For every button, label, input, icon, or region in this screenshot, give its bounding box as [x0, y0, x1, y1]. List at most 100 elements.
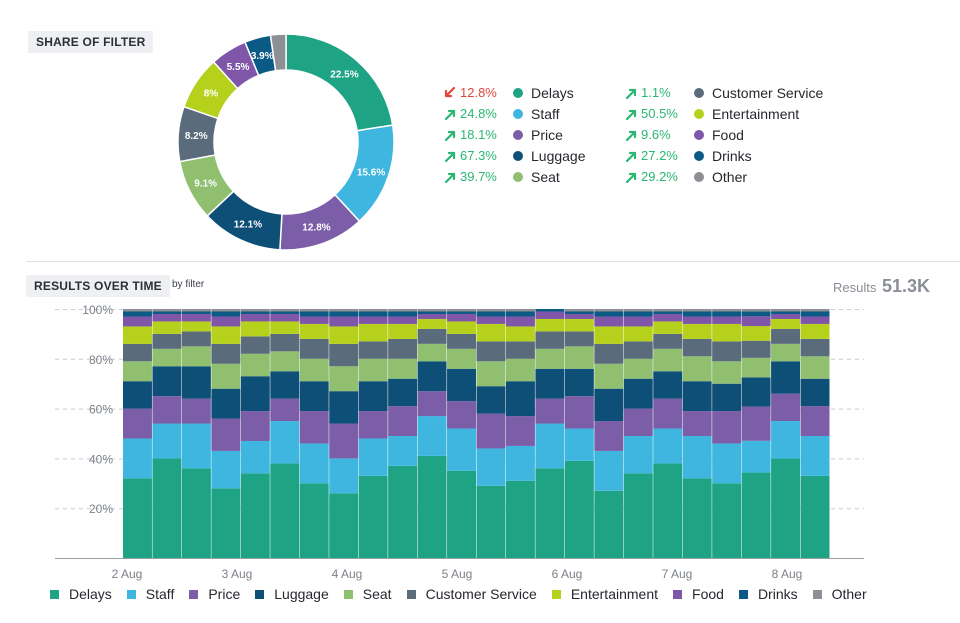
bar-segment-luggage[interactable] — [299, 381, 329, 412]
bar-segment-price[interactable] — [712, 411, 742, 444]
legend-item-luggage[interactable]: 67.3% Luggage — [443, 145, 586, 166]
bar-segment-staff[interactable] — [800, 435, 830, 476]
bar-segment-luggage[interactable] — [564, 368, 594, 397]
bar-segment-drinks[interactable] — [564, 311, 594, 314]
bar-segment-entertainment[interactable] — [682, 323, 712, 339]
bar-segment-price[interactable] — [123, 408, 152, 439]
bar-segment-other[interactable] — [358, 309, 388, 312]
bar-segment-food[interactable] — [623, 316, 653, 327]
bar-segment-delays[interactable] — [623, 473, 653, 558]
bar-segment-customer-service[interactable] — [388, 338, 418, 359]
bar-segment-seat[interactable] — [211, 363, 241, 389]
bar-segment-drinks[interactable] — [653, 311, 683, 314]
bar-segment-customer-service[interactable] — [594, 343, 624, 364]
bar-segment-drinks[interactable] — [181, 311, 211, 314]
bar-segment-food[interactable] — [476, 316, 506, 324]
bar-segment-entertainment[interactable] — [299, 323, 329, 339]
bar-segment-delays[interactable] — [741, 472, 771, 558]
bar-segment-price[interactable] — [417, 391, 447, 417]
bar-segment-other[interactable] — [594, 309, 624, 312]
bar-segment-drinks[interactable] — [771, 311, 801, 314]
bar-segment-delays[interactable] — [240, 473, 270, 558]
bar-segment-food[interactable] — [329, 316, 359, 327]
bar-segment-staff[interactable] — [240, 440, 270, 474]
bar-segment-customer-service[interactable] — [240, 336, 270, 354]
bar-segment-food[interactable] — [771, 313, 801, 319]
bar-segment-entertainment[interactable] — [329, 326, 359, 344]
bar-segment-food[interactable] — [682, 316, 712, 324]
bar-segment-delays[interactable] — [800, 475, 830, 558]
bar-segment-seat[interactable] — [152, 348, 182, 367]
bar-segment-other[interactable] — [771, 309, 801, 312]
bar-segment-price[interactable] — [682, 411, 712, 436]
bar-segment-luggage[interactable] — [358, 381, 388, 412]
bar-segment-seat[interactable] — [476, 361, 506, 387]
bar-segment-staff[interactable] — [771, 421, 801, 459]
bar-segment-delays[interactable] — [476, 485, 506, 558]
bar-segment-delays[interactable] — [564, 460, 594, 558]
bar-segment-drinks[interactable] — [417, 311, 447, 314]
legend-item-entertainment[interactable]: 50.5% Entertainment — [624, 103, 823, 124]
bar-segment-price[interactable] — [358, 411, 388, 439]
bar-segment-drinks[interactable] — [329, 311, 359, 317]
bar-segment-seat[interactable] — [623, 358, 653, 379]
bar-segment-price[interactable] — [594, 421, 624, 451]
bar-segment-food[interactable] — [800, 316, 830, 324]
bar-segment-price[interactable] — [564, 396, 594, 429]
bar-segment-delays[interactable] — [682, 478, 712, 558]
bar-segment-delays[interactable] — [447, 470, 476, 558]
bar-segment-price[interactable] — [388, 406, 418, 436]
bar-segment-drinks[interactable] — [388, 311, 418, 317]
bar-segment-drinks[interactable] — [712, 311, 742, 317]
bar-segment-price[interactable] — [771, 393, 801, 422]
bar-segment-food[interactable] — [535, 311, 565, 319]
bar-segment-luggage[interactable] — [535, 368, 565, 399]
bottom-legend-item-price[interactable]: Price — [189, 586, 240, 602]
bar-segment-staff[interactable] — [653, 428, 683, 464]
bar-segment-customer-service[interactable] — [358, 341, 388, 359]
bar-segment-customer-service[interactable] — [505, 341, 535, 359]
bar-segment-luggage[interactable] — [800, 378, 830, 407]
bar-segment-price[interactable] — [505, 416, 535, 446]
bar-segment-food[interactable] — [270, 313, 300, 322]
bar-segment-other[interactable] — [741, 309, 771, 312]
bar-segment-luggage[interactable] — [329, 391, 359, 424]
bar-segment-food[interactable] — [358, 316, 388, 324]
bar-segment-luggage[interactable] — [712, 383, 742, 412]
legend-item-drinks[interactable]: 27.2% Drinks — [624, 145, 823, 166]
bar-segment-luggage[interactable] — [152, 366, 182, 397]
bottom-legend-item-customer-service[interactable]: Customer Service — [406, 586, 537, 602]
bar-segment-other[interactable] — [505, 309, 535, 312]
bar-segment-price[interactable] — [476, 413, 506, 449]
bar-segment-other[interactable] — [800, 309, 830, 312]
bar-segment-other[interactable] — [712, 309, 742, 312]
legend-item-food[interactable]: 9.6% Food — [624, 124, 823, 145]
bar-segment-luggage[interactable] — [211, 388, 241, 419]
bar-segment-entertainment[interactable] — [476, 323, 506, 342]
bar-segment-staff[interactable] — [712, 443, 742, 484]
bar-segment-customer-service[interactable] — [653, 333, 683, 349]
bar-segment-food[interactable] — [712, 316, 742, 324]
bar-segment-delays[interactable] — [329, 493, 359, 558]
bar-segment-staff[interactable] — [270, 421, 300, 464]
bar-segment-seat[interactable] — [123, 361, 152, 382]
bottom-legend-item-staff[interactable]: Staff — [126, 586, 174, 602]
bar-segment-other[interactable] — [152, 309, 182, 312]
bar-segment-entertainment[interactable] — [741, 326, 771, 341]
bar-segment-price[interactable] — [800, 406, 830, 436]
bar-segment-seat[interactable] — [564, 346, 594, 369]
bar-segment-staff[interactable] — [447, 428, 476, 471]
bar-segment-seat[interactable] — [417, 343, 447, 362]
bar-segment-seat[interactable] — [682, 356, 712, 382]
bar-segment-other[interactable] — [682, 309, 712, 312]
bar-segment-delays[interactable] — [270, 463, 300, 558]
bar-segment-food[interactable] — [152, 313, 182, 322]
bar-segment-customer-service[interactable] — [447, 333, 476, 349]
bar-segment-luggage[interactable] — [388, 378, 418, 407]
bar-segment-entertainment[interactable] — [505, 326, 535, 342]
bottom-legend-item-other[interactable]: Other — [812, 586, 867, 602]
bar-segment-drinks[interactable] — [270, 311, 300, 314]
bar-segment-entertainment[interactable] — [270, 321, 300, 334]
bar-segment-delays[interactable] — [712, 483, 742, 558]
bar-segment-luggage[interactable] — [476, 386, 506, 414]
